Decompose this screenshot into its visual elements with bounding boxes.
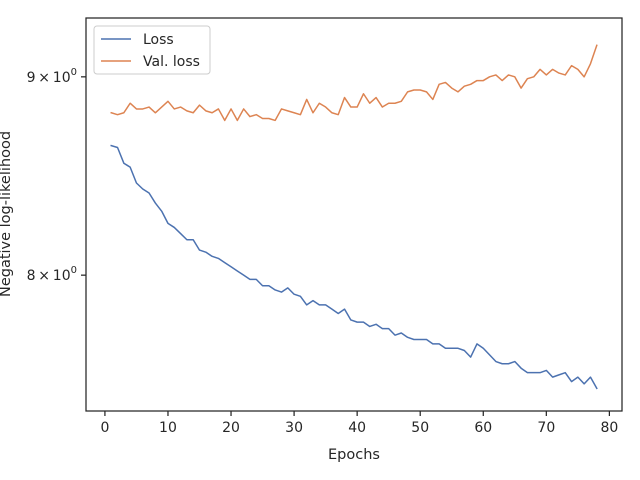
legend-label-loss: Loss — [143, 32, 174, 48]
series-line-val-loss — [110, 44, 598, 122]
y-axis-ticks: 8 × 100 9 × 100 — [27, 67, 86, 284]
x-tick-label: 70 — [537, 420, 555, 436]
x-tick-label: 30 — [285, 420, 303, 436]
series-line-loss — [110, 144, 598, 390]
x-tick-label: 0 — [100, 420, 109, 436]
plot-area-frame — [85, 17, 623, 412]
series-layer — [110, 44, 598, 390]
x-tick-label: 10 — [159, 420, 177, 436]
y-tick-label: 8 × 100 — [27, 265, 77, 284]
y-tick-label: 9 × 100 — [27, 67, 77, 86]
x-tick-label: 40 — [348, 420, 366, 436]
legend: Loss Val. loss — [93, 25, 211, 75]
legend-label-val-loss: Val. loss — [143, 54, 200, 70]
x-axis-ticks: 0 10 20 30 40 50 60 70 80 — [100, 411, 618, 436]
legend-frame — [93, 25, 211, 75]
x-tick-label: 60 — [474, 420, 492, 436]
x-axis-label: Epochs — [328, 447, 380, 463]
y-axis-label: Negative log-likelihood — [0, 131, 14, 297]
x-tick-label: 50 — [411, 420, 429, 436]
x-tick-label: 80 — [600, 420, 618, 436]
x-tick-label: 20 — [222, 420, 240, 436]
